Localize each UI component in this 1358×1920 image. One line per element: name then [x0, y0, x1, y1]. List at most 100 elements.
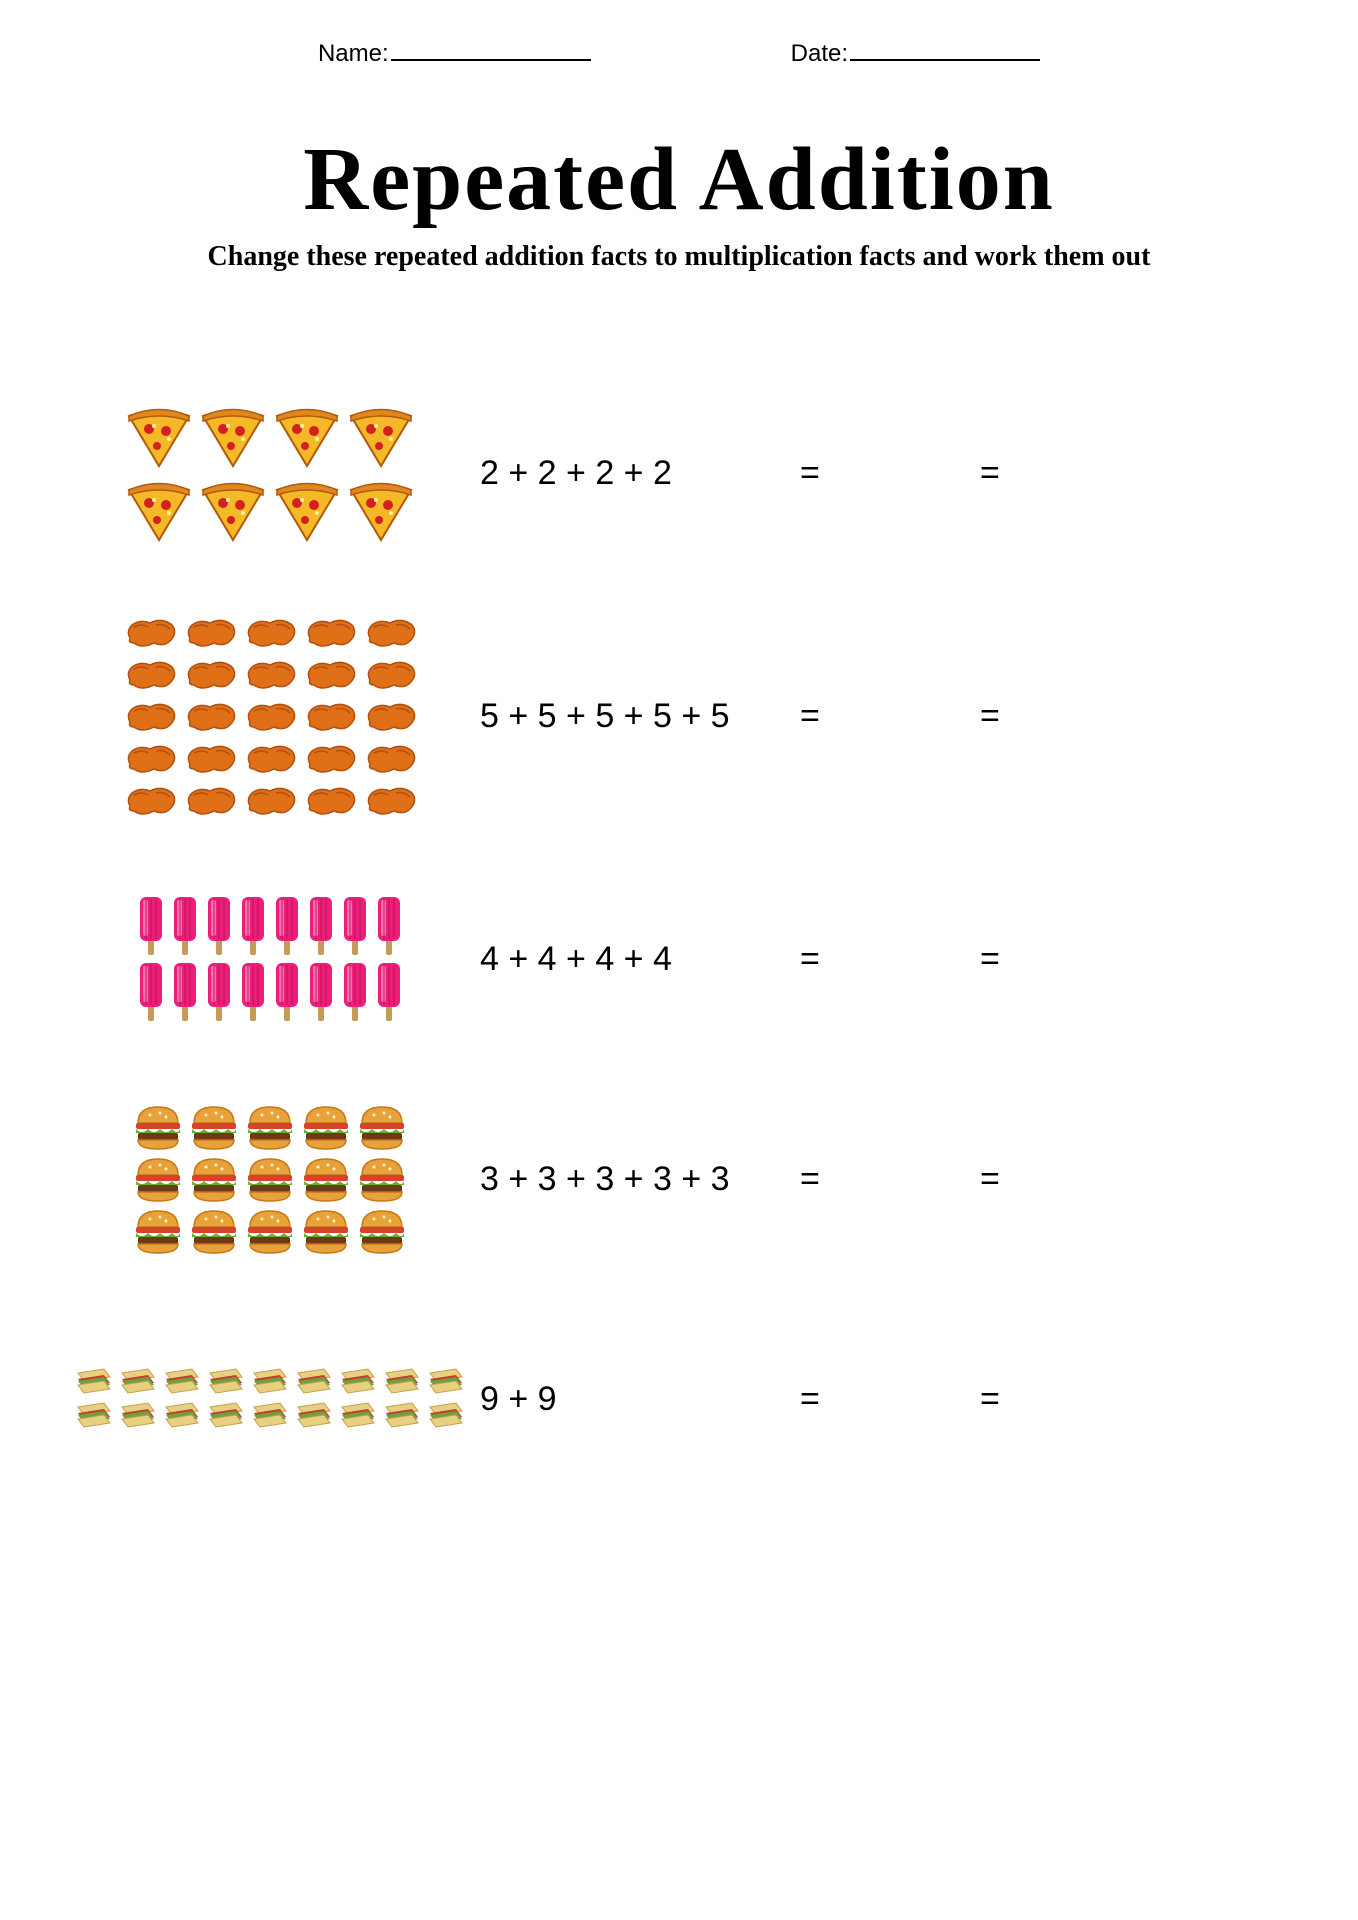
- burger-icon: [356, 1155, 408, 1203]
- equation-area: 9 + 9==: [480, 1380, 1298, 1419]
- icon-grid: [136, 895, 404, 1023]
- wing-icon: [362, 697, 418, 735]
- burger-icon: [132, 1155, 184, 1203]
- sandwich-icon: [338, 1367, 378, 1397]
- wing-icon: [182, 613, 238, 651]
- pizza-icon: [124, 475, 194, 545]
- burger-icon: [300, 1207, 352, 1255]
- equation-area: 3 + 3 + 3 + 3 + 3==: [480, 1160, 1298, 1199]
- wing-icon: [242, 739, 298, 777]
- icon-row: [124, 401, 416, 471]
- equation-area: 5 + 5 + 5 + 5 + 5==: [480, 697, 1298, 736]
- icon-row: [122, 697, 418, 735]
- icon-row: [122, 655, 418, 693]
- wing-icon: [302, 613, 358, 651]
- icon-area: [60, 1367, 480, 1431]
- expression-text: 2 + 2 + 2 + 2: [480, 454, 800, 493]
- sandwich-icon: [118, 1401, 158, 1431]
- wing-icon: [362, 739, 418, 777]
- icon-row: [74, 1367, 466, 1397]
- problem-row: 9 + 9==: [60, 1319, 1298, 1479]
- sandwich-icon: [250, 1367, 290, 1397]
- date-input-line[interactable]: [850, 35, 1040, 61]
- equation-area: 4 + 4 + 4 + 4==: [480, 940, 1298, 979]
- icon-row: [74, 1401, 466, 1431]
- icon-grid: [124, 401, 416, 545]
- burger-icon: [300, 1155, 352, 1203]
- sandwich-icon: [206, 1401, 246, 1431]
- sandwich-icon: [294, 1367, 334, 1397]
- popsicle-icon: [136, 961, 166, 1023]
- pizza-icon: [272, 475, 342, 545]
- burger-icon: [356, 1207, 408, 1255]
- sandwich-icon: [162, 1401, 202, 1431]
- wing-icon: [182, 781, 238, 819]
- icon-row: [136, 961, 404, 1023]
- burger-icon: [244, 1155, 296, 1203]
- popsicle-icon: [170, 961, 200, 1023]
- wing-icon: [302, 781, 358, 819]
- problem-row: 2 + 2 + 2 + 2==: [60, 393, 1298, 553]
- equals-sign-2: =: [980, 940, 1040, 979]
- burger-icon: [132, 1207, 184, 1255]
- pizza-icon: [346, 475, 416, 545]
- name-input-line[interactable]: [391, 35, 591, 61]
- burger-icon: [188, 1155, 240, 1203]
- popsicle-icon: [170, 895, 200, 957]
- sandwich-icon: [74, 1401, 114, 1431]
- popsicle-icon: [238, 895, 268, 957]
- date-field: Date:: [791, 35, 1040, 68]
- sandwich-icon: [382, 1367, 422, 1397]
- sandwich-icon: [338, 1401, 378, 1431]
- burger-icon: [188, 1207, 240, 1255]
- wing-icon: [122, 739, 178, 777]
- equals-sign-1: =: [800, 454, 980, 493]
- sandwich-icon: [382, 1401, 422, 1431]
- burger-icon: [132, 1103, 184, 1151]
- wing-icon: [122, 781, 178, 819]
- sandwich-icon: [426, 1367, 466, 1397]
- date-label: Date:: [791, 40, 848, 68]
- pizza-icon: [272, 401, 342, 471]
- name-field: Name:: [318, 35, 591, 68]
- icon-row: [132, 1103, 408, 1151]
- wing-icon: [302, 739, 358, 777]
- popsicle-icon: [272, 895, 302, 957]
- expression-text: 3 + 3 + 3 + 3 + 3: [480, 1160, 800, 1199]
- equals-sign-1: =: [800, 697, 980, 736]
- problems-container: 2 + 2 + 2 + 2==: [0, 393, 1358, 1479]
- sandwich-icon: [74, 1367, 114, 1397]
- popsicle-icon: [340, 961, 370, 1023]
- popsicle-icon: [238, 961, 268, 1023]
- equals-sign-1: =: [800, 1380, 980, 1419]
- wing-icon: [242, 613, 298, 651]
- equation-area: 2 + 2 + 2 + 2==: [480, 454, 1298, 493]
- problem-row: 3 + 3 + 3 + 3 + 3==: [60, 1099, 1298, 1259]
- popsicle-icon: [306, 895, 336, 957]
- wing-icon: [362, 655, 418, 693]
- sandwich-icon: [294, 1401, 334, 1431]
- equals-sign-1: =: [800, 1160, 980, 1199]
- wing-icon: [122, 697, 178, 735]
- worksheet-page: Name: Date: Repeated Addition Change the…: [0, 0, 1358, 1920]
- wing-icon: [302, 655, 358, 693]
- wing-icon: [242, 697, 298, 735]
- icon-area: [60, 895, 480, 1023]
- sandwich-icon: [118, 1367, 158, 1397]
- burger-icon: [244, 1207, 296, 1255]
- wing-icon: [122, 655, 178, 693]
- wing-icon: [242, 655, 298, 693]
- equals-sign-1: =: [800, 940, 980, 979]
- problem-row: 5 + 5 + 5 + 5 + 5==: [60, 613, 1298, 819]
- pizza-icon: [124, 401, 194, 471]
- icon-row: [122, 613, 418, 651]
- wing-icon: [182, 655, 238, 693]
- icon-area: [60, 401, 480, 545]
- popsicle-icon: [204, 961, 234, 1023]
- icon-row: [132, 1155, 408, 1203]
- sandwich-icon: [206, 1367, 246, 1397]
- equals-sign-2: =: [980, 697, 1040, 736]
- popsicle-icon: [374, 895, 404, 957]
- pizza-icon: [198, 401, 268, 471]
- name-label: Name:: [318, 40, 389, 68]
